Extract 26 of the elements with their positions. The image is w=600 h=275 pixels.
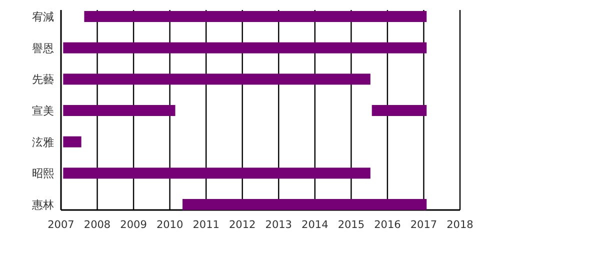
bar	[84, 11, 427, 22]
x-tick-label: 2009	[120, 219, 147, 231]
y-tick-label: 譽恩	[32, 42, 54, 55]
bar	[63, 42, 427, 54]
x-tick-label: 2015	[338, 219, 365, 231]
x-tick-label: 2014	[302, 219, 329, 231]
y-tick-label: 先藝	[32, 73, 54, 86]
bar	[63, 105, 176, 116]
x-tick-label: 2011	[192, 219, 220, 231]
y-tick-label: 宥減	[32, 10, 54, 24]
x-tick-label: 2008	[84, 219, 111, 231]
x-tick-label: 2016	[374, 219, 402, 231]
y-tick-label: 宣美	[32, 104, 54, 118]
bar	[63, 136, 82, 148]
x-tick-label: 2012	[228, 219, 256, 231]
y-tick-label: 泫雅	[32, 136, 54, 149]
x-tick-label: 2013	[265, 219, 292, 231]
x-tick-label: 2007	[48, 219, 74, 231]
x-tick-label: 2018	[446, 219, 474, 231]
y-tick-label: 昭熙	[32, 167, 54, 180]
bar	[63, 168, 370, 179]
x-tick-label: 2010	[156, 219, 184, 231]
x-tick-label: 2017	[410, 219, 438, 231]
bar	[63, 74, 370, 85]
y-tick-label: 惠林	[31, 198, 54, 212]
bar	[182, 199, 427, 210]
